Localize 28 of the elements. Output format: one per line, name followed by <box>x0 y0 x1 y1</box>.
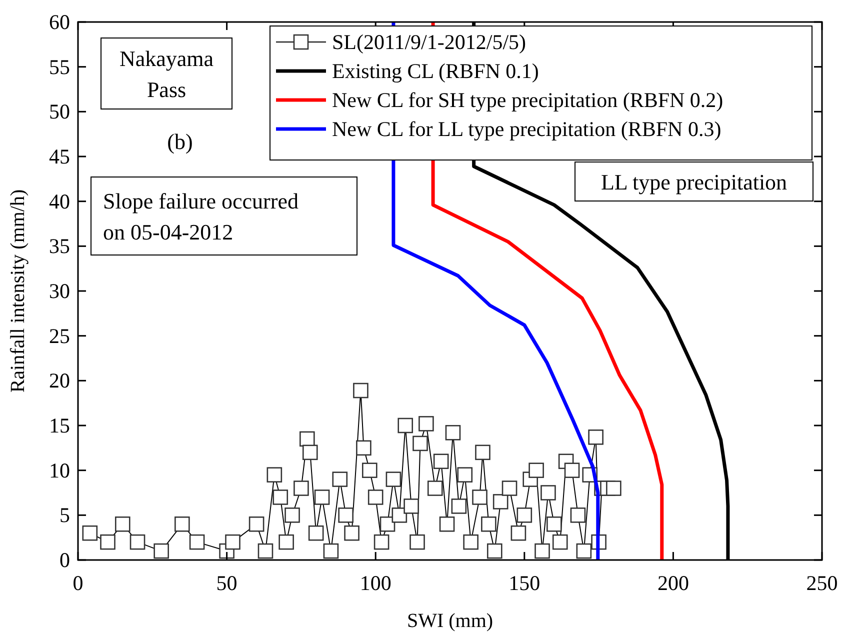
y-tick-label: 45 <box>49 144 70 168</box>
annotation: (b) <box>167 129 193 154</box>
legend-label: Existing CL (RBFN 0.1) <box>332 59 539 83</box>
y-tick-label: 30 <box>49 279 70 303</box>
y-tick-label: 25 <box>49 324 70 348</box>
y-tick-label: 60 <box>49 10 70 34</box>
legend-label: New CL for SH type precipitation (RBFN 0.2) <box>332 88 724 112</box>
annotation: Slope failure occurred on 05-04-2012 <box>103 188 298 244</box>
x-tick-label: 250 <box>806 571 838 595</box>
y-tick-label: 50 <box>49 100 70 124</box>
y-tick-label: 5 <box>60 503 70 528</box>
legend-label: SL(2011/9/1-2012/5/5) <box>332 30 526 54</box>
y-axis-title: Rainfall intensity (mm/h) <box>7 189 29 393</box>
y-tick-label: 15 <box>49 414 70 438</box>
annotation: LL type precipitation <box>600 170 788 194</box>
y-tick-label: 35 <box>49 234 70 258</box>
y-tick-label: 10 <box>49 458 70 482</box>
y-tick-label: 40 <box>49 189 70 214</box>
y-tick-label: 0 <box>60 548 70 572</box>
legend-label: New CL for LL type precipitation (RBFN 0.3) <box>332 117 722 141</box>
x-axis-title: SWI (mm) <box>406 610 494 632</box>
annotation: Nakayama Pass <box>119 46 214 102</box>
x-tick-label: 150 <box>508 571 540 595</box>
x-tick-label: 50 <box>216 571 238 595</box>
x-tick-label: 100 <box>360 571 392 595</box>
y-tick-label: 55 <box>49 54 70 79</box>
x-tick-label: 200 <box>657 571 689 595</box>
y-tick-label: 20 <box>49 368 70 393</box>
